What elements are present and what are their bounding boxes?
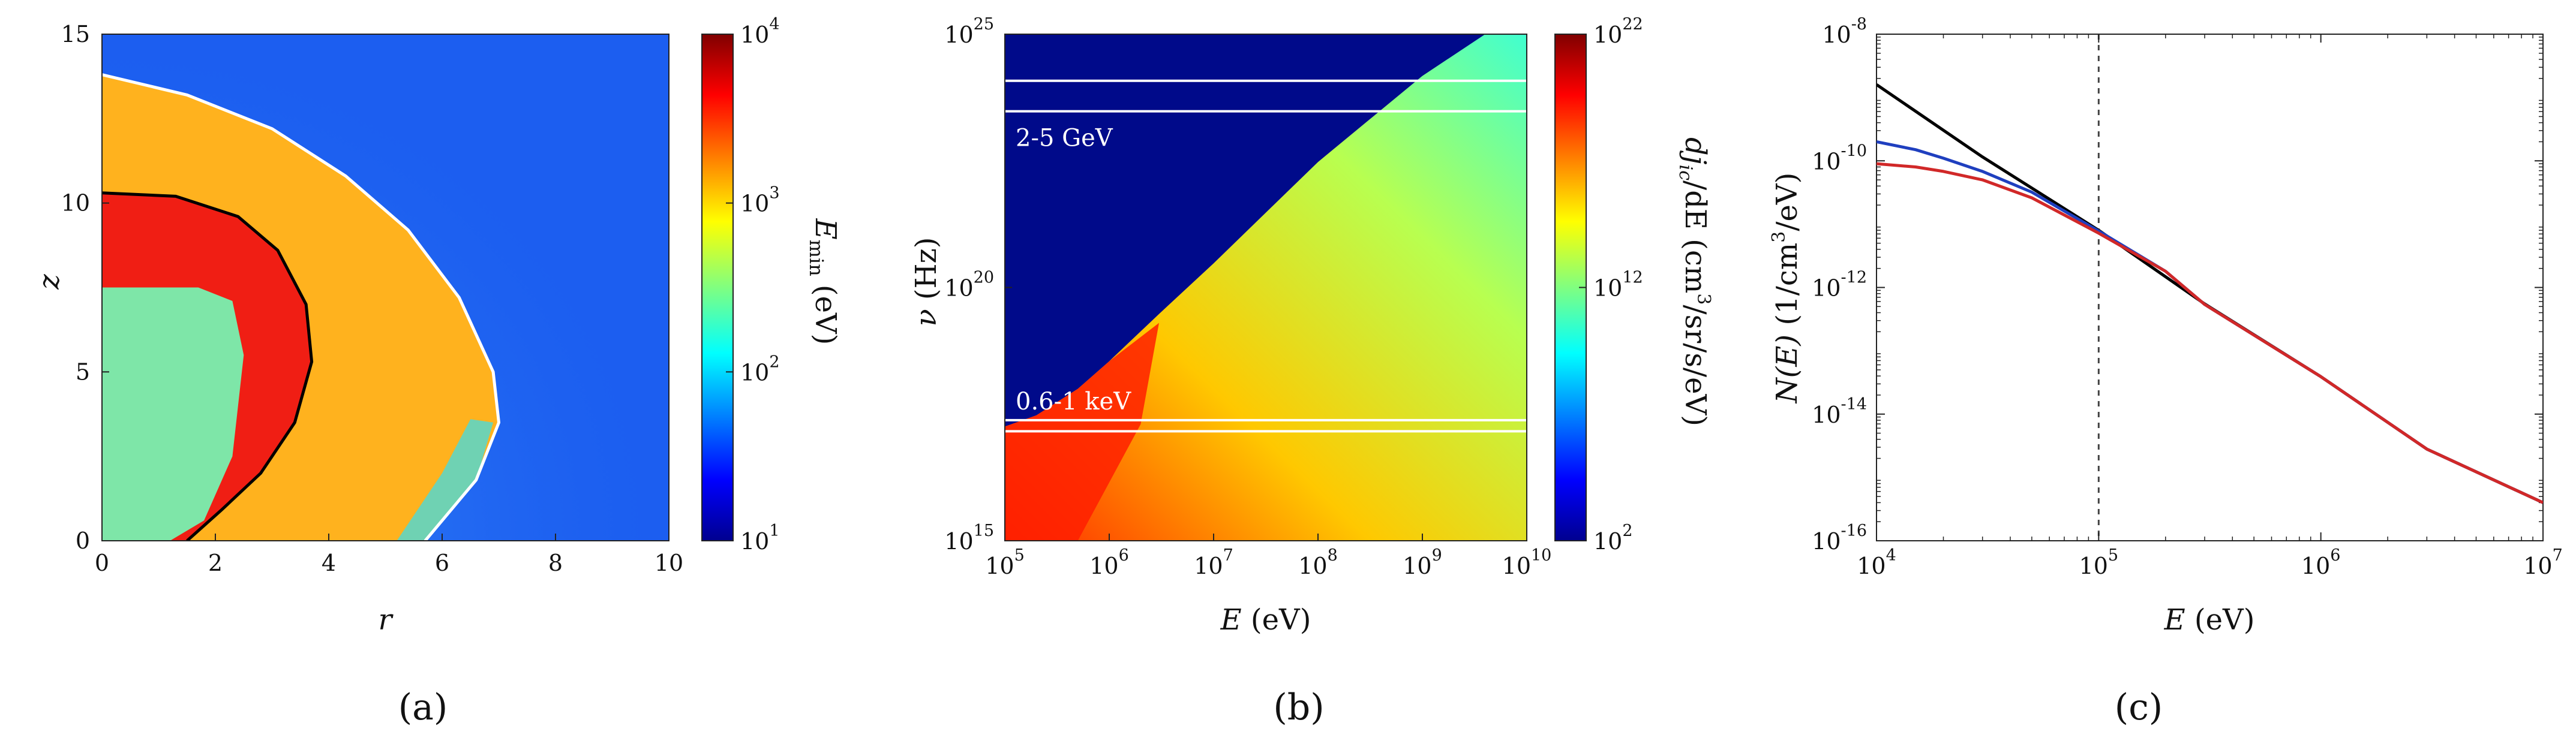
band-label: 2-5 GeV xyxy=(1016,125,1113,152)
y-ticks-c: 10-16 10-14 10-12 10-10 10-8 xyxy=(1812,15,2543,555)
colorbar-b-tick-label: 1012 xyxy=(1593,269,1643,302)
y-axis-label-a: z xyxy=(32,274,66,290)
x-tick-label: 104 xyxy=(1857,546,1896,579)
caption-a: (a) xyxy=(398,686,448,728)
y-tick-label: 10-14 xyxy=(1812,395,1867,428)
colorbar-a xyxy=(701,34,734,541)
y-tick-label: 1025 xyxy=(944,15,994,48)
x-tick-label: 106 xyxy=(2301,546,2341,579)
y-tick-label: 0 xyxy=(76,528,90,554)
colorbar-a-ticks: 101 102 103 104 xyxy=(726,15,780,555)
y-tick-label: 1020 xyxy=(944,269,994,302)
colorbar-b-ticks: 102 1012 1022 xyxy=(1579,15,1643,555)
y-tick-label: 10-12 xyxy=(1812,269,1867,302)
x-tick-label: 109 xyxy=(1403,546,1442,579)
colorbar-a-label: Emin(eV) xyxy=(805,218,842,345)
colorbar-b-tick-label: 102 xyxy=(1593,522,1633,555)
x-tick-label: 108 xyxy=(1298,546,1338,579)
y-tick-label: 5 xyxy=(76,359,90,385)
x-ticks-a: 0 2 4 6 8 10 xyxy=(95,534,683,576)
caption-c: (c) xyxy=(2115,686,2163,728)
series-line xyxy=(1877,162,2543,504)
x-tick-label: 4 xyxy=(322,550,336,576)
x-tick-label: 10 xyxy=(654,550,683,576)
colorbar-a-tick-label: 101 xyxy=(740,522,780,555)
x-tick-label: 105 xyxy=(2079,546,2119,579)
heatmap-b: 2-5 GeV 0.6-1 keV xyxy=(1005,34,1527,541)
x-axis-label-b: E (eV) xyxy=(1220,603,1311,637)
y-axis-label-c: N(E) (1/cm3/eV) xyxy=(1769,173,1804,404)
x-axis-label-a: r xyxy=(379,603,394,637)
series-lines xyxy=(1877,83,2543,504)
x-tick-label: 105 xyxy=(985,546,1025,579)
energy-bands: 2-5 GeV 0.6-1 keV xyxy=(1005,79,1527,433)
y-tick-label: 15 xyxy=(61,21,90,47)
panel-a: 0 2 4 6 8 10 0 5 10 15 r z 101 102 103 104 Emin(eV)… xyxy=(32,15,842,728)
x-tick-label: 106 xyxy=(1089,546,1129,579)
colorbar-b-tick-label: 1022 xyxy=(1593,15,1643,48)
colorbar-b-label: djic/dE (cm3/sr/s/eV) xyxy=(1675,137,1714,426)
x-tick-label: 2 xyxy=(208,550,223,576)
axes-a-frame xyxy=(101,34,669,541)
x-ticks-b: 105 106 107 108 109 1010 xyxy=(985,534,1551,579)
x-tick-label: 107 xyxy=(1194,546,1233,579)
caption-b: (b) xyxy=(1273,686,1324,728)
y-ticks-a: 0 5 10 15 xyxy=(61,21,109,554)
y-ticks-b: 1015 1020 1025 xyxy=(944,15,1012,555)
heatmap-b-empty-region xyxy=(1005,34,1485,427)
panel-c: 104 105 106 107 10-16 10-14 10-12 10-10 10-8 E … xyxy=(1769,15,2563,728)
heatmap-a-edge-region xyxy=(397,419,494,541)
heatmap-a xyxy=(102,34,669,541)
x-tick-label: 107 xyxy=(2523,546,2563,579)
y-tick-label: 10 xyxy=(61,190,90,216)
panel-b: 2-5 GeV 0.6-1 keV 105 106 107 108 109 1010 101… xyxy=(909,15,1714,728)
y-tick-label: 10-8 xyxy=(1822,15,1867,48)
x-tick-label: 6 xyxy=(435,550,449,576)
x-axis-label-c: E (eV) xyxy=(2164,603,2255,637)
contour-black xyxy=(102,191,314,541)
y-tick-label: 10-10 xyxy=(1812,141,1867,174)
colorbar-a-tick-label: 104 xyxy=(740,15,780,48)
x-ticks-c: 104 105 106 107 xyxy=(1857,34,2563,579)
colorbar-a-tick-label: 102 xyxy=(740,353,780,385)
x-tick-label: 1010 xyxy=(1502,546,1552,579)
plot-area-c xyxy=(1877,34,2543,541)
y-axis-label-b: ν (Hz) xyxy=(909,237,943,326)
x-tick-label: 0 xyxy=(95,550,109,576)
x-tick-label: 8 xyxy=(548,550,563,576)
band-label: 0.6-1 keV xyxy=(1016,388,1131,415)
colorbar-a-tick-label: 103 xyxy=(740,184,780,217)
heatmap-a-inner-region xyxy=(102,287,244,541)
y-tick-label: 1015 xyxy=(944,522,994,555)
contour-white xyxy=(102,73,501,541)
minor-ticks-c xyxy=(1877,34,2543,541)
axes-c-frame xyxy=(1876,34,2544,541)
y-tick-label: 10-16 xyxy=(1812,522,1867,555)
